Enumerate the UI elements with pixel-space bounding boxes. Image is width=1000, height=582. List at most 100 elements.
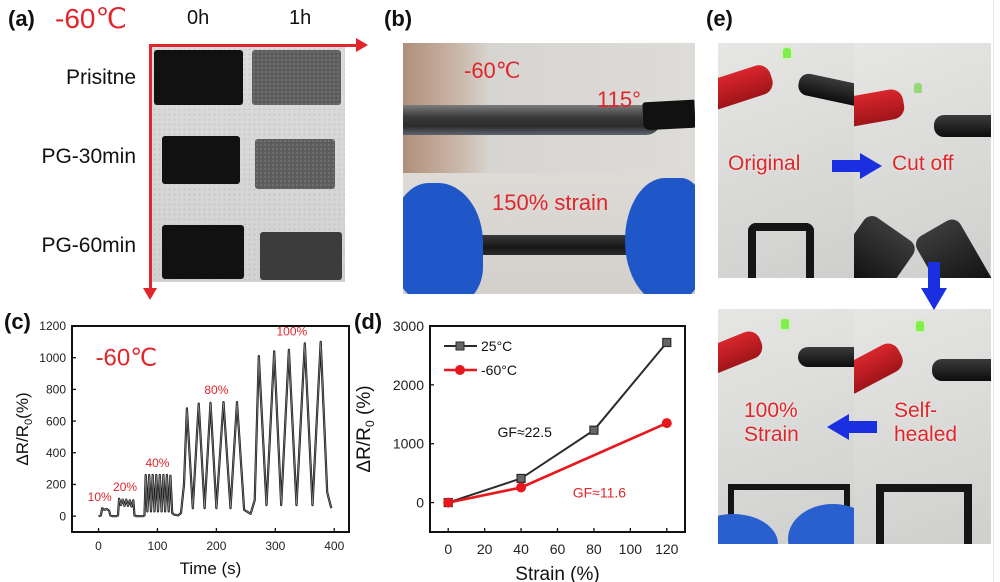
- y-axis-label: ΔR/R0 (%): [354, 385, 377, 472]
- y-tick-label: 1000: [393, 436, 424, 452]
- circle-marker-icon: [443, 497, 454, 508]
- step-strain-label-1: 100%: [744, 399, 798, 422]
- panel-a-row-pg60: PG-60min: [41, 234, 136, 257]
- subscript: 0: [23, 419, 35, 425]
- sample-pristine-0h: [154, 50, 243, 105]
- x-tick-label: 80: [586, 541, 602, 557]
- sample-pg60-1h: [260, 232, 342, 280]
- arrow-left-icon: [827, 414, 877, 440]
- black-clip: [934, 115, 991, 137]
- panel-a-row-pg30: PG-30min: [41, 145, 136, 168]
- photo-original: [718, 43, 854, 278]
- arrow-right-icon: [832, 153, 882, 179]
- panel-a-row-pristine: Prisitne: [65, 66, 136, 89]
- sample-pg60-0h: [162, 225, 244, 279]
- legend-square-icon: [455, 341, 465, 351]
- chart-c-temperature: -60℃: [96, 345, 158, 372]
- y-tick-label: 3000: [393, 318, 424, 334]
- legend-label: 25°C: [481, 338, 512, 354]
- black-clip: [796, 71, 854, 109]
- gf-annotation: GF≈11.6: [573, 485, 627, 501]
- square-marker-icon: [589, 425, 599, 435]
- right-glove: [625, 178, 695, 294]
- y-axis-label: ΔR/R0(%): [13, 392, 35, 465]
- sample-axis-arrowhead-icon: [143, 288, 157, 300]
- subscript: 0: [363, 420, 377, 427]
- strain-label: 40%: [145, 456, 169, 470]
- step-original-label: Original: [728, 152, 801, 175]
- sample-axis-arrow: [149, 44, 152, 292]
- stretched-strip: [441, 235, 661, 255]
- red-clip: [718, 327, 766, 379]
- strain-label: 80%: [204, 383, 228, 397]
- panel-b-strain-caption: 150% strain: [492, 190, 609, 215]
- x-tick-label: 40: [513, 541, 529, 557]
- x-tick-label: 300: [265, 539, 285, 553]
- y-tick-label: 1200: [39, 319, 66, 333]
- led-on-icon: [916, 321, 924, 331]
- strain-label: 20%: [113, 480, 137, 494]
- panel-c-chart: 0 100 200 300 400 0 200 400 600 800 1000 1200 Time (…: [13, 319, 350, 578]
- square-marker-icon: [662, 337, 672, 348]
- legend-circle-icon: [455, 365, 465, 375]
- tweezer: [403, 105, 661, 135]
- strain-label: 10%: [88, 490, 112, 504]
- panel-e-label: (e): [706, 6, 733, 31]
- x-tick-label: 400: [324, 539, 344, 553]
- black-clip: [798, 347, 854, 367]
- sample-pg30-1h: [255, 139, 335, 189]
- y-tick-label: 2000: [393, 377, 424, 393]
- sample-loop: [748, 223, 814, 278]
- photo-cut-off: [854, 43, 991, 278]
- strain-label: 100%: [276, 325, 307, 339]
- time-axis-arrow: [150, 44, 360, 47]
- led-on-icon: [783, 48, 791, 58]
- step-self-healed-label-1: Self-: [894, 399, 938, 422]
- panel-a-column-0h: 0h: [187, 7, 210, 29]
- led-off-icon: [914, 83, 922, 93]
- circle-marker-icon: [661, 418, 672, 429]
- panel-a-temperature: -60℃: [55, 3, 127, 34]
- x-tick-label: 120: [655, 541, 679, 557]
- series-line-0: [447, 341, 668, 504]
- y-tick-label: 200: [46, 478, 66, 492]
- step-self-healed-label-2: healed: [894, 423, 958, 446]
- x-tick-label: 100: [619, 541, 643, 557]
- left-glove: [403, 183, 483, 294]
- step-cut-off-label: Cut off: [892, 152, 954, 175]
- x-tick-label: 60: [550, 541, 566, 557]
- y-tick-label: 0: [416, 494, 424, 510]
- y-axis-unit: (%): [354, 385, 375, 420]
- black-clip: [932, 359, 991, 381]
- plot-frame: [71, 325, 350, 533]
- step-strain-label-2: Strain: [744, 423, 799, 446]
- led-on-icon: [781, 319, 789, 329]
- cut-end-left: [854, 212, 919, 278]
- panel-a-column-1h: 1h: [289, 7, 312, 29]
- red-clip: [854, 87, 907, 129]
- time-axis-arrowhead-icon: [356, 38, 368, 52]
- sample-pristine-1h: [252, 50, 341, 105]
- figure-border: [993, 0, 994, 582]
- red-clip: [854, 339, 907, 399]
- panel-b-temperature: -60℃: [464, 58, 521, 83]
- panel-b-bending-photo: [403, 43, 695, 173]
- legend-label: -60°C: [481, 362, 517, 378]
- x-axis-label: Strain (%): [515, 564, 599, 582]
- panel-d-label: (d): [354, 309, 383, 334]
- panel-a-label: (a): [8, 6, 35, 31]
- plot-frame: [429, 325, 686, 533]
- y-tick-label: 600: [46, 414, 66, 428]
- x-tick-label: 20: [477, 541, 493, 557]
- x-axis-label: Time (s): [180, 559, 242, 578]
- x-tick-label: 100: [147, 539, 167, 553]
- gf-annotation: GF≈22.5: [498, 424, 553, 440]
- y-tick-label: 0: [59, 509, 66, 523]
- square-marker-icon: [516, 473, 526, 484]
- circle-marker-icon: [516, 482, 527, 493]
- y-tick-label: 1000: [39, 351, 66, 365]
- sample-pg30-0h: [162, 136, 240, 184]
- x-tick-label: 0: [444, 541, 452, 557]
- y-tick-label: 400: [46, 446, 66, 460]
- panel-a-sample-photo: [152, 47, 345, 282]
